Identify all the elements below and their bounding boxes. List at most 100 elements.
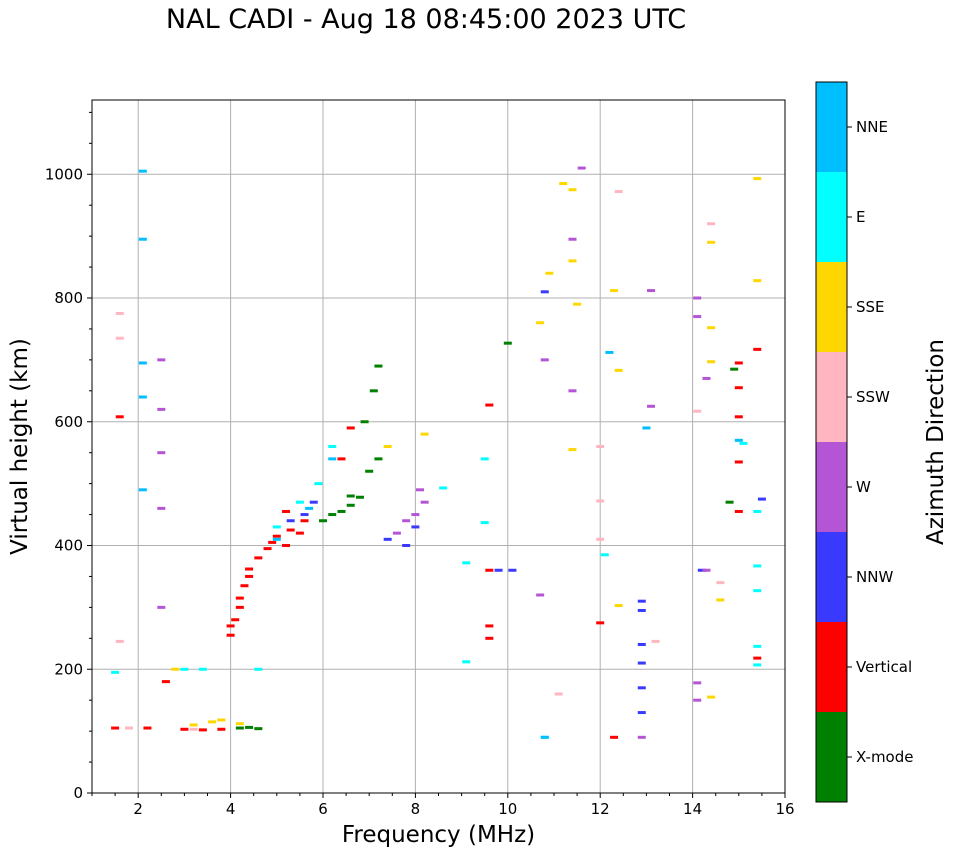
colorbar-frame [815, 81, 848, 803]
data-point-nne [328, 457, 337, 461]
x-tick-label: 6 [318, 800, 328, 818]
data-point-vertical [734, 460, 743, 464]
colorbar-segment [816, 262, 847, 352]
data-point-vertical [300, 519, 309, 523]
data-point-sse [707, 326, 716, 330]
data-point-vertical [254, 556, 263, 560]
data-point-w [157, 506, 166, 510]
data-point-vertical [272, 534, 281, 538]
data-point-w [402, 519, 411, 523]
data-point-e [198, 667, 207, 671]
data-point-e [753, 589, 762, 593]
data-point-vertical [245, 567, 254, 571]
data-point-vertical [240, 584, 249, 588]
data-point-nnw [286, 519, 295, 523]
y-axis-label: Virtual height (km) [7, 338, 33, 555]
data-point-x-mode [725, 500, 734, 504]
colorbar-tick-label: X-mode [856, 748, 913, 766]
data-point-w [568, 237, 577, 241]
data-point-w [420, 500, 429, 504]
colorbar-segment [816, 442, 847, 532]
data-point-sse [614, 368, 623, 372]
colorbar-tick-label: NNE [856, 118, 888, 136]
axes: 2 4 6 8 10 12 14 16 0 200 400 600 800 1000 [45, 111, 795, 818]
data-point-nnw [637, 643, 646, 646]
x-tick-label: 4 [226, 800, 236, 818]
data-point-nnw [540, 290, 549, 294]
data-point-nnw [637, 686, 646, 690]
data-point-sse [420, 432, 429, 436]
data-point-vertical [596, 621, 605, 625]
data-point-vertical [226, 633, 235, 637]
data-point-vertical [111, 726, 120, 730]
colorbar-tick-label: NNW [856, 568, 893, 586]
data-point-w [702, 568, 711, 572]
data-point-x-mode [346, 503, 355, 507]
data-point-sse [573, 302, 582, 306]
data-point-x-mode [328, 513, 337, 517]
colorbar-label: Azimuth Direction [923, 339, 949, 545]
data-point-nne [138, 237, 147, 241]
data-point-vertical [198, 728, 207, 732]
data-point-e [739, 441, 748, 445]
data-point-w [392, 531, 401, 535]
data-point-x-mode [245, 725, 254, 729]
data-point-vertical [346, 426, 355, 430]
x-tick-label: 14 [683, 800, 702, 818]
data-point-x-mode [503, 341, 512, 345]
data-point-ssw [596, 499, 605, 503]
data-point-ssw [693, 409, 702, 413]
data-point-ssw [554, 692, 563, 696]
data-point-e [180, 667, 189, 671]
data-point-e [753, 644, 762, 648]
data-point-w [411, 513, 420, 517]
data-point-e [254, 667, 263, 671]
data-point-nne [272, 537, 281, 541]
data-point-sse [610, 289, 619, 293]
data-point-sse [614, 604, 623, 608]
data-point-vertical [217, 727, 226, 731]
data-point-nnw [309, 500, 318, 504]
data-point-nnw [508, 568, 517, 572]
data-point-ssw [707, 222, 716, 226]
data-point-vertical [268, 540, 277, 544]
data-point-sse [707, 360, 716, 364]
data-point-w [693, 681, 702, 685]
data-point-nne [138, 361, 147, 365]
data-point-w [647, 404, 656, 408]
data-point-e [600, 553, 609, 557]
y-tick-label: 800 [54, 289, 83, 307]
data-point-x-mode [369, 389, 378, 393]
data-point-sse [545, 271, 554, 275]
data-point-e [753, 509, 762, 513]
data-point-sse [707, 695, 716, 699]
data-point-nnw [402, 544, 411, 547]
data-point-e [314, 482, 323, 486]
data-point-vertical [734, 361, 743, 365]
data-point-w [536, 593, 545, 597]
data-point-x-mode [235, 726, 244, 730]
data-point-nne [642, 426, 651, 430]
data-point-vertical [235, 605, 244, 609]
data-point-vertical [115, 415, 124, 419]
data-point-nnw [637, 608, 646, 612]
data-point-x-mode [374, 364, 383, 368]
grid [92, 100, 786, 794]
data-point-vertical [485, 568, 494, 572]
data-point-w [577, 166, 586, 170]
data-point-vertical [286, 528, 295, 532]
data-point-w [416, 488, 425, 492]
data-point-ssw [124, 726, 133, 730]
data-point-e [753, 564, 762, 568]
data-point-sse [568, 448, 577, 452]
data-points [111, 166, 766, 739]
data-point-vertical [734, 415, 743, 419]
data-point-w [693, 296, 702, 300]
data-point-ssw [115, 639, 124, 643]
data-point-vertical [180, 727, 189, 731]
data-point-e [272, 525, 281, 529]
data-point-nnw [494, 568, 503, 572]
data-point-x-mode [355, 495, 364, 499]
plot-frame [91, 99, 786, 794]
data-point-nnw [383, 537, 392, 541]
